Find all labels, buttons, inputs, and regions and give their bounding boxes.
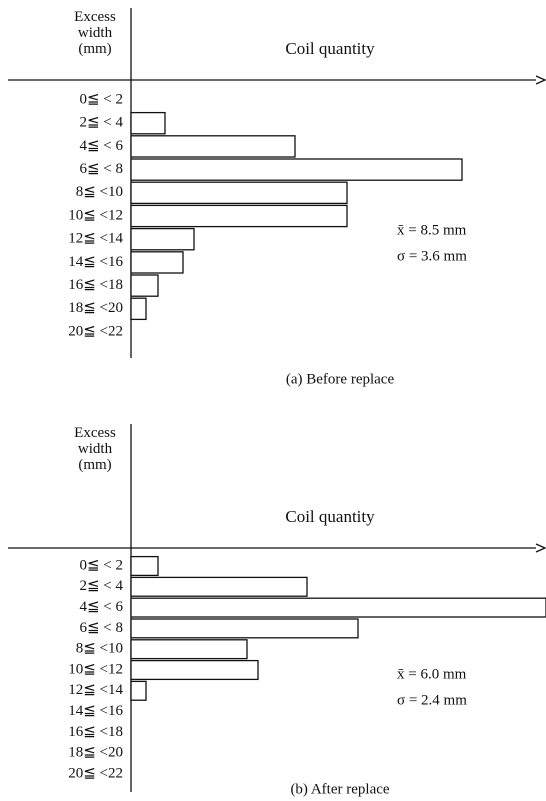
bar [130, 618, 359, 639]
bar [130, 555, 159, 577]
category-label: 18≦ <20 [68, 745, 123, 761]
annotation: x̄ = 6.0 mm [397, 666, 467, 682]
category-label: 0≦ < 2 [79, 557, 123, 573]
caption: (b) After replace [290, 781, 389, 797]
bar [130, 135, 296, 158]
category-label: 4≦ < 6 [79, 599, 123, 615]
bar [130, 251, 184, 274]
category-label: 6≦ < 8 [79, 620, 123, 636]
bar [130, 576, 308, 597]
y-axis-label: Excess width (mm) [74, 425, 116, 473]
category-label: 2≦ < 4 [79, 115, 123, 131]
bar [130, 597, 546, 618]
bar [130, 639, 248, 660]
bar [130, 204, 348, 228]
category-label: 20≦ <22 [68, 323, 123, 339]
category-label: 14≦ <16 [68, 254, 123, 270]
arrow-head [535, 543, 546, 553]
bar [130, 111, 166, 135]
category-label: 8≦ <10 [76, 641, 123, 657]
bar [130, 297, 147, 321]
category-label: 12≦ <14 [68, 231, 123, 247]
y-axis-label: Excess width (mm) [74, 9, 116, 57]
category-label: 16≦ <18 [68, 277, 123, 293]
category-label: 20≦ <22 [68, 765, 123, 781]
category-label: 16≦ <18 [68, 724, 123, 740]
category-label: 12≦ <14 [68, 682, 123, 698]
bar [130, 227, 195, 251]
category-label: 8≦ <10 [76, 184, 123, 200]
annotation: σ = 3.6 mm [397, 248, 467, 264]
category-label: 0≦ < 2 [79, 91, 123, 107]
category-label: 10≦ <12 [68, 207, 123, 223]
category-label: 4≦ < 6 [79, 138, 123, 154]
category-label: 10≦ <12 [68, 661, 123, 677]
caption: (a) Before replace [286, 371, 395, 387]
x-axis-label: Coil quantity [285, 507, 375, 526]
bar [130, 274, 159, 297]
bar [130, 158, 463, 181]
arrow-head [535, 75, 546, 85]
bar [130, 680, 147, 701]
category-label: 18≦ <20 [68, 300, 123, 316]
annotation: x̄ = 8.5 mm [397, 222, 467, 238]
annotation: σ = 2.4 mm [397, 692, 467, 708]
category-label: 6≦ < 8 [79, 161, 123, 177]
category-label: 2≦ < 4 [79, 578, 123, 594]
category-label: 14≦ <16 [68, 703, 123, 719]
bar [130, 659, 259, 681]
bar [130, 181, 348, 205]
x-axis-label: Coil quantity [285, 39, 375, 58]
